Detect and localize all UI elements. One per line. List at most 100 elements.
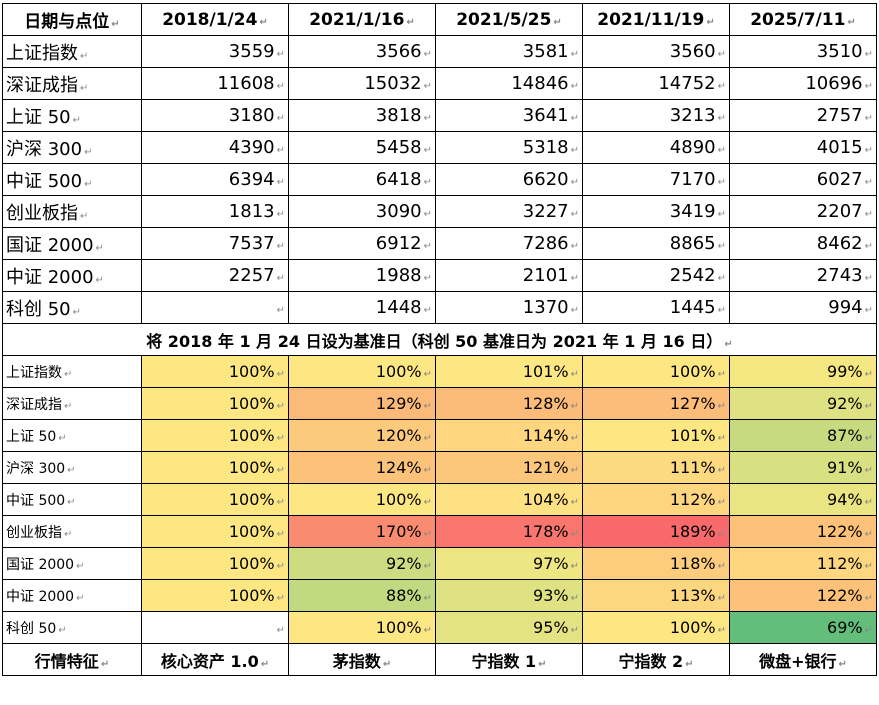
paragraph-mark-icon: ↵: [864, 497, 873, 508]
footer-cell-text: 行情特征: [34, 651, 99, 671]
percent-value-cell: 93% ↵: [435, 579, 583, 612]
index-name-cell-text: 科创 50: [6, 620, 57, 637]
paragraph-mark-icon: ↵: [276, 497, 285, 508]
paragraph-mark-icon: ↵: [847, 16, 856, 28]
paragraph-mark-icon: ↵: [67, 496, 76, 508]
percent-value-cell-text: 111%: [669, 458, 716, 477]
index-name-cell-text: 中证 2000: [6, 588, 75, 605]
point-value-cell-text: 11608: [217, 73, 275, 94]
percent-value-cell-text: 118%: [669, 554, 716, 573]
point-value-cell-text: 5458: [375, 137, 422, 158]
point-value-cell-text: 4890: [669, 137, 716, 158]
point-value-cell: 6912 ↵: [288, 227, 436, 260]
index-name-cell: 沪深 300 ↵: [2, 451, 142, 484]
point-value-cell: 994 ↵: [729, 291, 877, 324]
paragraph-mark-icon: ↵: [423, 529, 432, 540]
paragraph-mark-icon: ↵: [423, 273, 432, 284]
paragraph-mark-icon: ↵: [717, 625, 726, 636]
paragraph-mark-icon: ↵: [570, 305, 579, 316]
paragraph-mark-icon: ↵: [72, 114, 82, 126]
percent-value-cell-text: 94%: [827, 490, 863, 509]
paragraph-mark-icon: ↵: [80, 210, 89, 222]
percent-value-cell: 100% ↵: [141, 355, 289, 388]
point-value-cell-text: 3227: [522, 201, 569, 222]
percent-value-cell-text: 127%: [669, 394, 716, 413]
point-value-cell: ↵: [141, 291, 289, 324]
point-value-cell-text: 7170: [669, 169, 716, 190]
point-value-cell-text: 2257: [228, 265, 275, 286]
percent-row: 国证 2000 ↵ 100% ↵ 92% ↵ 97% ↵ 118% ↵ 112% ↵: [2, 547, 877, 580]
point-value-cell: 6620 ↵: [435, 163, 583, 196]
paragraph-mark-icon: ↵: [570, 209, 579, 220]
percent-value-cell: 118% ↵: [582, 547, 730, 580]
paragraph-mark-icon: ↵: [423, 305, 432, 316]
percent-value-cell-text: 100%: [228, 394, 275, 413]
index-name-cell-text: 上证指数: [6, 42, 78, 64]
points-row: 国证 2000 ↵ 7537 ↵ 6912 ↵ 7286 ↵ 8865 ↵ 8462 ↵: [2, 227, 877, 260]
paragraph-mark-icon: ↵: [76, 560, 85, 572]
index-name-cell-text: 国证 2000: [6, 556, 75, 573]
point-value-cell: 3559 ↵: [141, 35, 289, 68]
paragraph-mark-icon: ↵: [570, 145, 579, 156]
percent-value-cell-text: 113%: [669, 586, 716, 605]
percent-value-cell: 91% ↵: [729, 451, 877, 484]
index-table: 日期与点位 ↵ 2018/1/24 ↵ 2021/1/16 ↵ 2021/5/25 ↵ 2021…: [2, 3, 877, 676]
point-value-cell-text: 2757: [816, 105, 863, 126]
paragraph-mark-icon: ↵: [259, 16, 268, 28]
percent-value-cell: 189% ↵: [582, 515, 730, 548]
date-header-cell-text: 2021/1/16: [309, 9, 405, 30]
point-value-cell-text: 6027: [816, 169, 863, 190]
point-value-cell: 7170 ↵: [582, 163, 730, 196]
paragraph-mark-icon: ↵: [717, 177, 726, 188]
index-name-cell: 中证 500 ↵: [2, 163, 142, 196]
point-value-cell: 2207 ↵: [729, 195, 877, 228]
point-value-cell: 3180 ↵: [141, 99, 289, 132]
percent-value-cell-text: 100%: [228, 458, 275, 477]
paragraph-mark-icon: ↵: [570, 497, 579, 508]
paragraph-mark-icon: ↵: [724, 338, 733, 350]
point-value-cell-text: 2743: [816, 265, 863, 286]
paragraph-mark-icon: ↵: [276, 465, 285, 476]
paragraph-mark-icon: ↵: [276, 401, 285, 412]
point-value-cell: 14752 ↵: [582, 67, 730, 100]
point-value-cell: 5318 ↵: [435, 131, 583, 164]
percent-value-cell: 100% ↵: [288, 355, 436, 388]
percent-value-cell: 95% ↵: [435, 611, 583, 644]
paragraph-mark-icon: ↵: [95, 274, 104, 286]
percent-row: 中证 500 ↵ 100% ↵ 100% ↵ 104% ↵ 112% ↵ 94% ↵: [2, 483, 877, 516]
index-name-cell-text: 创业板指: [6, 524, 62, 541]
paragraph-mark-icon: ↵: [717, 241, 726, 252]
index-name-cell: 中证 2000 ↵: [2, 259, 142, 292]
percent-value-cell: 100% ↵: [582, 355, 730, 388]
paragraph-mark-icon: ↵: [67, 464, 76, 476]
point-value-cell: 6418 ↵: [288, 163, 436, 196]
percent-value-cell-text: 129%: [375, 394, 422, 413]
table-body: 日期与点位 ↵ 2018/1/24 ↵ 2021/1/16 ↵ 2021/5/25 ↵ 2021…: [2, 3, 877, 676]
point-value-cell-text: 6418: [375, 169, 422, 190]
percent-value-cell: 120% ↵: [288, 419, 436, 452]
index-name-cell: 上证指数 ↵: [2, 35, 142, 68]
point-value-cell: 3213 ↵: [582, 99, 730, 132]
paragraph-mark-icon: ↵: [570, 273, 579, 284]
index-name-cell-text: 沪深 300: [6, 460, 66, 477]
percent-value-cell: 112% ↵: [582, 483, 730, 516]
percent-value-cell: 88% ↵: [288, 579, 436, 612]
paragraph-mark-icon: ↵: [84, 146, 93, 158]
index-name-cell-text: 中证 500: [6, 170, 83, 192]
point-value-cell: 3566 ↵: [288, 35, 436, 68]
paragraph-mark-icon: ↵: [95, 242, 104, 254]
points-row: 创业板指 ↵ 1813 ↵ 3090 ↵ 3227 ↵ 3419 ↵ 2207 ↵: [2, 195, 877, 228]
point-value-cell-text: 7286: [522, 233, 569, 254]
index-name-cell: 创业板指 ↵: [2, 515, 142, 548]
percent-value-cell-text: 100%: [375, 618, 422, 637]
point-value-cell: 8865 ↵: [582, 227, 730, 260]
percent-value-cell-text: 91%: [827, 458, 863, 477]
points-row: 上证指数 ↵ 3559 ↵ 3566 ↵ 3581 ↵ 3560 ↵ 3510 ↵: [2, 35, 877, 68]
index-name-cell-text: 中证 2000: [6, 266, 94, 288]
point-value-cell: 1445 ↵: [582, 291, 730, 324]
paragraph-mark-icon: ↵: [706, 16, 715, 28]
percent-value-cell: 124% ↵: [288, 451, 436, 484]
point-value-cell-text: 8462: [816, 233, 863, 254]
point-value-cell-text: 3818: [375, 105, 422, 126]
percent-value-cell: 99% ↵: [729, 355, 877, 388]
